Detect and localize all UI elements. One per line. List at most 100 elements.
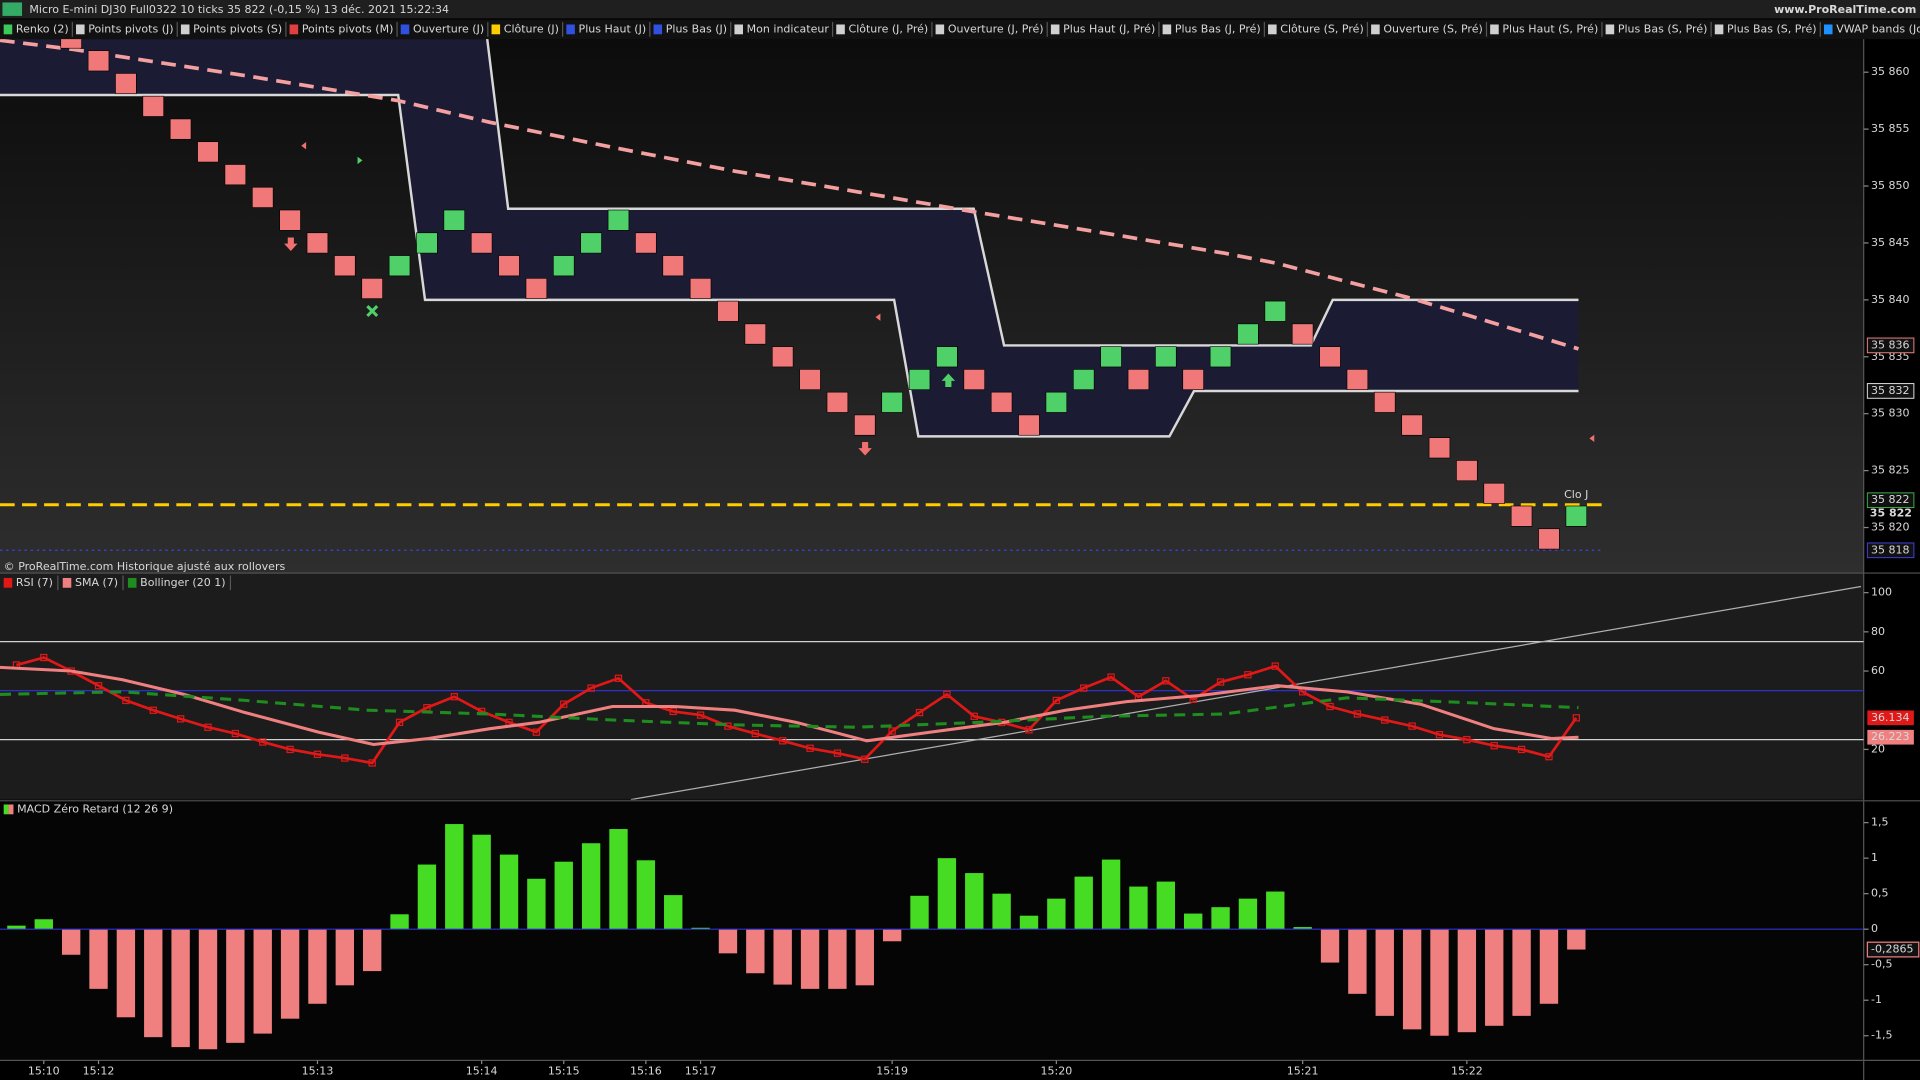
y-tick-label: -0,5 [1871, 958, 1893, 971]
macd-bar [691, 927, 710, 930]
macd-bar [855, 929, 874, 986]
renko-brick [936, 346, 958, 368]
y-tick-label: 80 [1871, 625, 1885, 638]
rsi-point [1545, 753, 1553, 761]
rsi-point [1080, 684, 1088, 692]
rsi-point [176, 715, 185, 723]
last-value-box [1866, 941, 1920, 958]
indicator-swatch [836, 24, 845, 35]
indicator-name[interactable]: Ouverture (S, Pré) [1383, 22, 1482, 35]
indicator-name[interactable]: VWAP bands (Journalier) [1836, 22, 1920, 35]
indicator-list: Renko (2) Points pivots (J) Points pivots … [3, 22, 1920, 37]
y-tick-label: 35 845 [1871, 236, 1910, 249]
indicator-swatch [180, 24, 190, 35]
rsi-point [888, 727, 896, 735]
renko-brick [1209, 346, 1232, 368]
macd-bar [773, 929, 792, 985]
y-tick-label: -1,5 [1871, 1029, 1893, 1042]
rsi-point [231, 729, 240, 738]
signals [284, 142, 1595, 456]
indicator-name[interactable]: Clôture (J) [504, 22, 559, 35]
sma-line [0, 39, 1580, 351]
indicator-name[interactable]: Mon indicateur [747, 22, 830, 35]
macd-bar [1019, 915, 1039, 930]
renko-brick [908, 369, 931, 391]
indicator-swatch [734, 24, 743, 35]
indicator-name[interactable]: Points pivots (J) [88, 22, 173, 35]
indicator-name[interactable]: Plus Bas (J) [666, 22, 727, 35]
rsi-point [560, 700, 568, 708]
signal-marker [875, 313, 881, 321]
rsi-point [1408, 722, 1416, 730]
macd-bar [445, 824, 464, 930]
renko-brick [525, 278, 548, 299]
rsi-point [286, 745, 294, 754]
indicator-name[interactable]: Plus Bas (S, Pré) [1618, 22, 1708, 35]
macd-bar [1320, 929, 1340, 963]
indicator-name[interactable]: Plus Bas (J, Pré) [1175, 22, 1261, 35]
y-tick-label: 35 825 [1871, 464, 1910, 477]
indicator-swatch [1162, 24, 1172, 35]
macd-bar [581, 843, 601, 930]
renko-brick [881, 391, 903, 413]
rsi-point [1025, 726, 1033, 734]
legend-label: RSI (7) [16, 576, 53, 589]
macd-bar [1101, 859, 1121, 930]
level-label: 35 822 [1870, 506, 1912, 519]
sell-arrow [284, 237, 298, 252]
renko-brick [1264, 300, 1287, 322]
renko-brick [635, 232, 657, 254]
macd-bar [335, 929, 355, 986]
renko-brick [306, 232, 329, 254]
x-tick-label: 15:19 [876, 1064, 908, 1077]
indicator-name[interactable]: Ouverture (J) [413, 22, 484, 35]
indicator-name[interactable]: Plus Haut (J, Pré) [1063, 22, 1155, 35]
macd-bar [527, 878, 546, 930]
indicator-name[interactable]: Plus Bas (S, Pré) [1727, 22, 1817, 35]
indicator-name[interactable]: Plus Haut (J) [579, 22, 647, 35]
rsi-point [1244, 671, 1252, 679]
indicator-name[interactable]: Renko (2) [16, 22, 69, 35]
signal-marker [301, 142, 307, 150]
indicator-name[interactable]: Points pivots (M) [302, 22, 394, 35]
rsi-point [1216, 678, 1225, 686]
indicator-swatch [1050, 24, 1060, 35]
renko-brick [1428, 437, 1451, 459]
renko-brick [1100, 346, 1122, 368]
rsi-point [861, 755, 869, 763]
renko-brick [1565, 505, 1588, 527]
level-box [1866, 337, 1915, 354]
level-label: 35 822 [1871, 493, 1910, 506]
macd-bar [1457, 929, 1477, 1033]
indicator-bar [0, 19, 1920, 40]
indicator-swatch [76, 24, 85, 35]
macd-bar [937, 858, 957, 930]
y-tick-label: 0,5 [1871, 887, 1889, 900]
indicator-swatch [566, 24, 575, 35]
macd-bar [609, 829, 628, 930]
renko-brick [470, 232, 493, 254]
indicator-name[interactable]: Points pivots (S) [193, 22, 282, 35]
indicator-name[interactable]: Clôture (S, Pré) [1280, 22, 1363, 35]
signal-marker [357, 156, 363, 165]
renko-brick [498, 255, 520, 277]
x-tick-label: 15:22 [1451, 1064, 1483, 1077]
y-tick-label: 35 820 [1871, 521, 1910, 534]
rsi-point [1572, 714, 1580, 722]
indicator-name[interactable]: Clôture (J, Pré) [849, 22, 929, 35]
rsi-panel [0, 573, 1864, 800]
legend-label: SMA (7) [75, 576, 118, 589]
indicator-name[interactable]: Ouverture (J, Pré) [948, 22, 1044, 35]
indicator-swatch [1823, 24, 1833, 35]
macd-bar [1430, 929, 1449, 1036]
rsi-point [970, 712, 978, 720]
renko-brick [1538, 528, 1560, 550]
renko-brick [854, 414, 876, 436]
channel-line [486, 39, 1579, 347]
title-bar [0, 0, 1920, 19]
indicator-name[interactable]: Plus Haut (S, Pré) [1502, 22, 1598, 35]
y-tick-label: 1 [1871, 851, 1878, 864]
site-link[interactable]: www.ProRealTime.com [1774, 3, 1916, 16]
renko-brick [252, 186, 274, 208]
rsi-point [1271, 662, 1279, 670]
